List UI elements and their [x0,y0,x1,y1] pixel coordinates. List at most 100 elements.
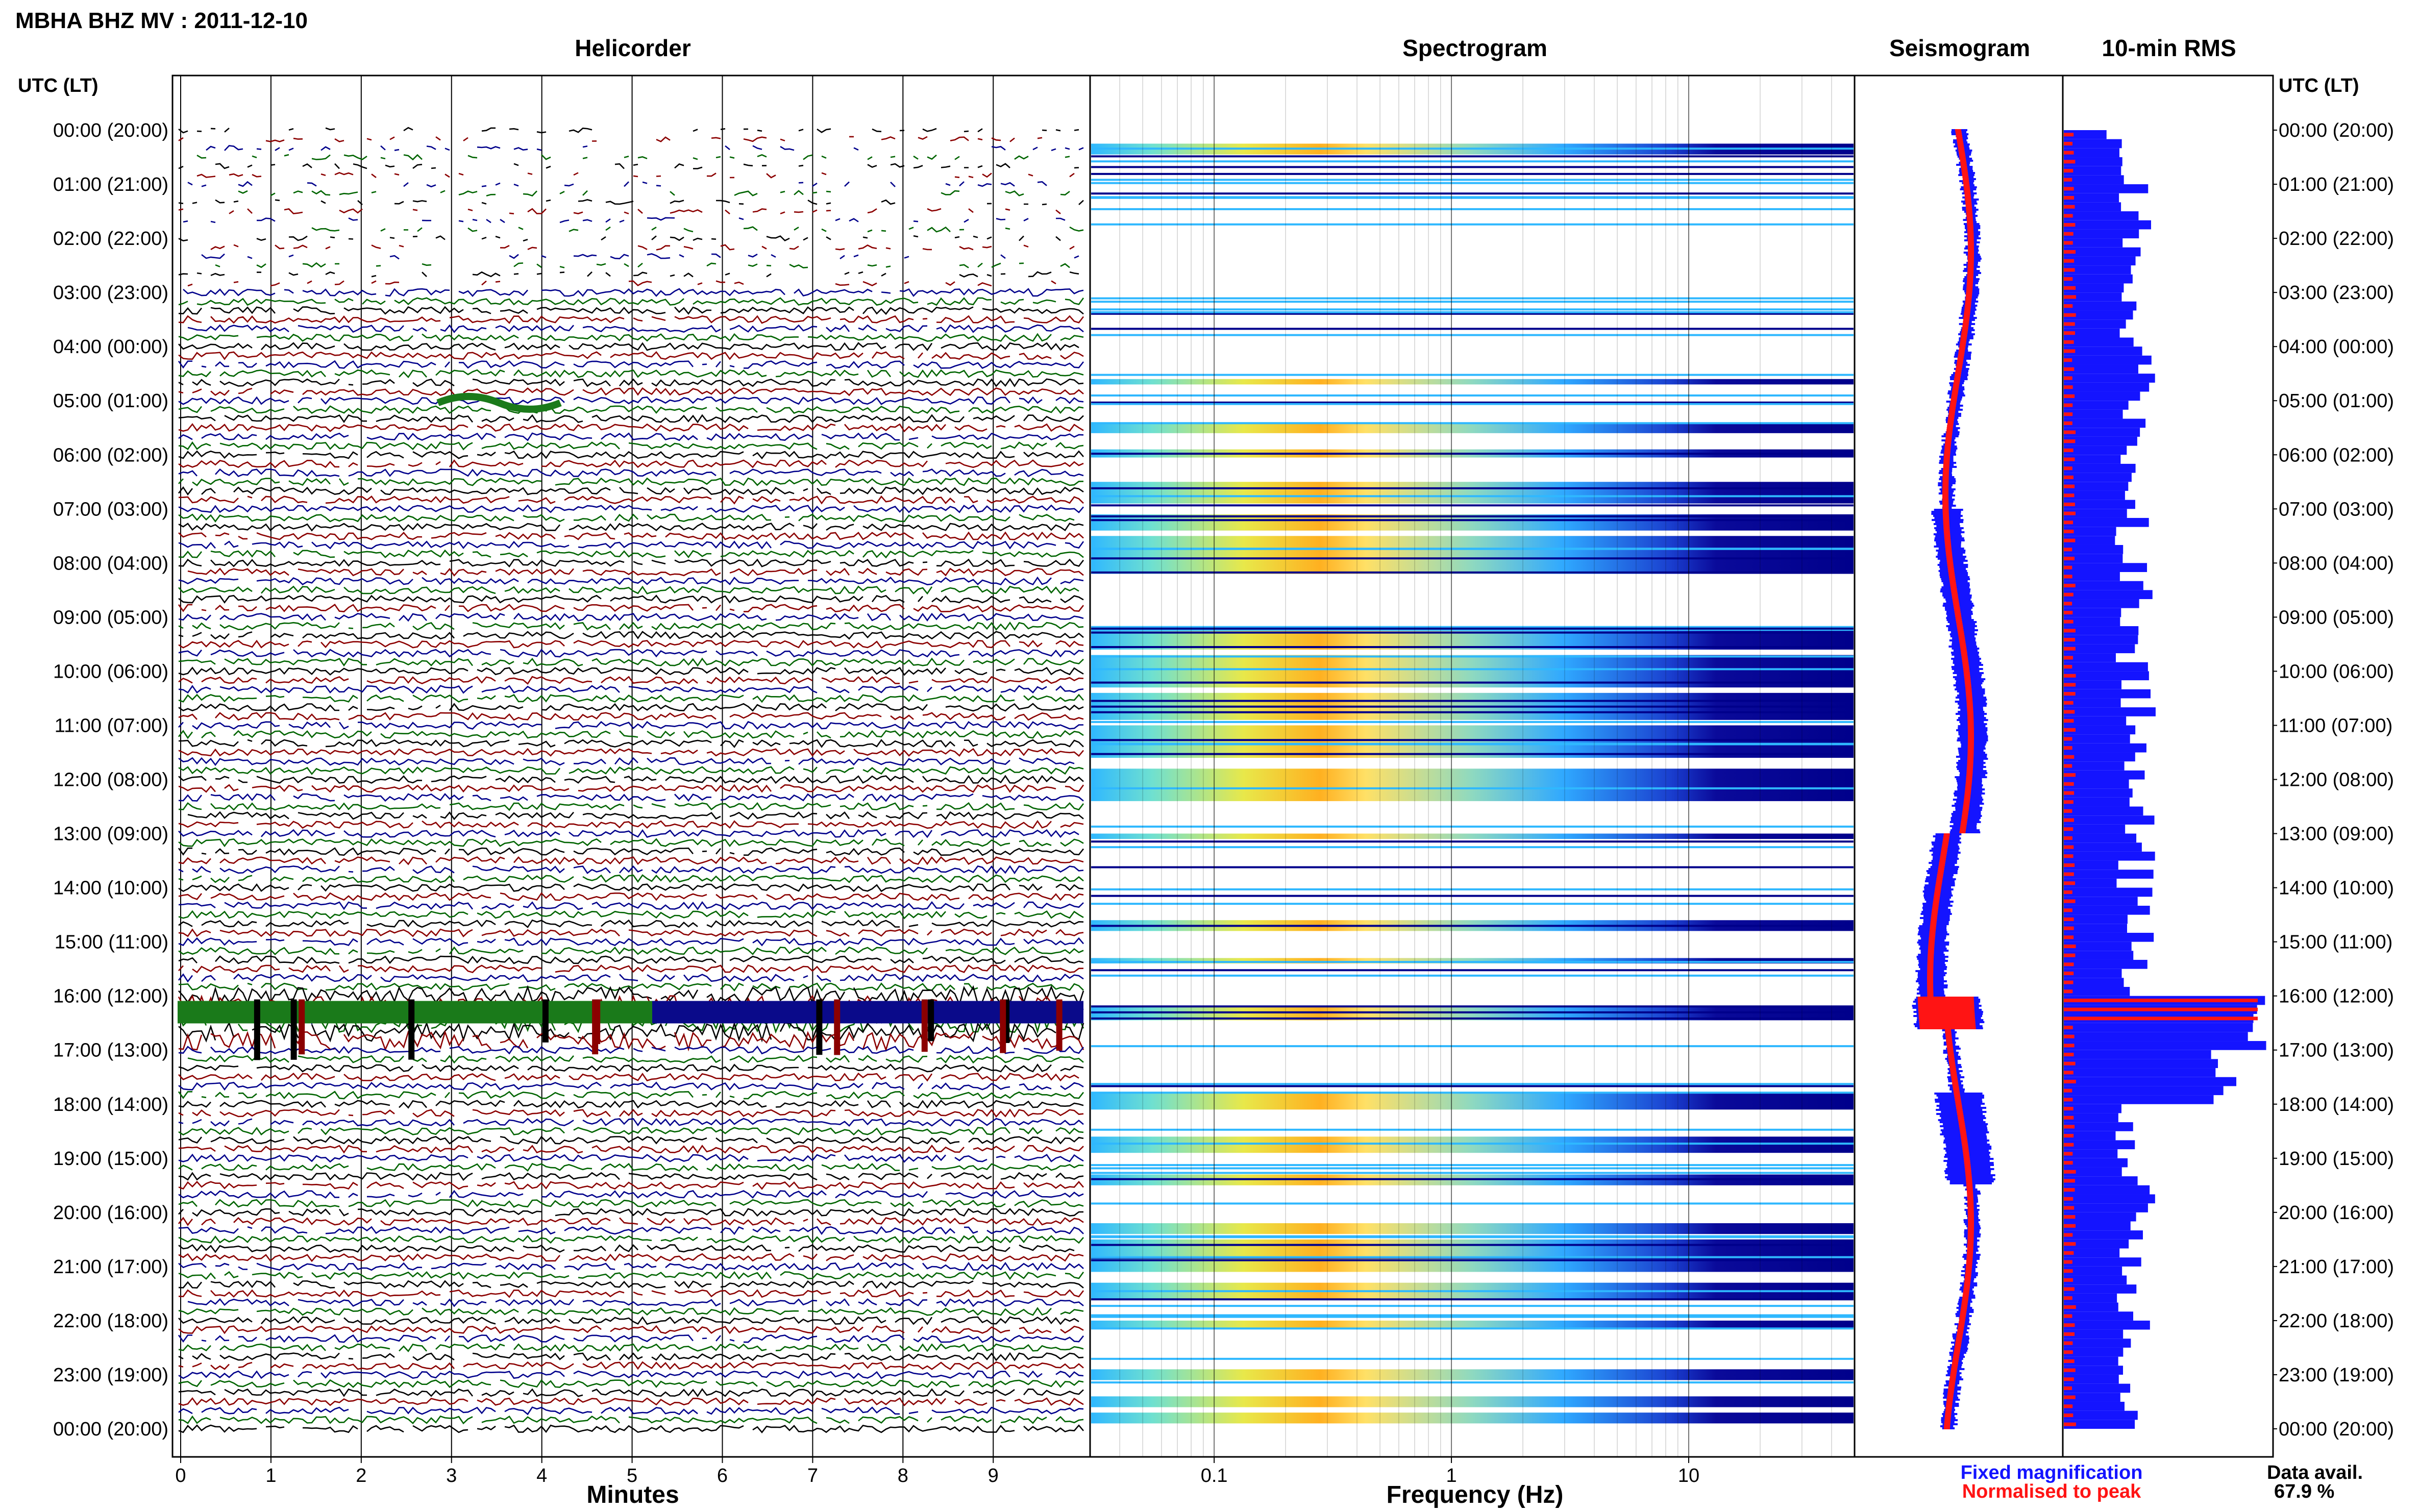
rms-title: 10-min RMS [2102,35,2236,61]
rms-bar-fixed [2064,1212,2136,1222]
helicorder-trace-line [178,892,1084,901]
rms-bar-fixed [2064,1131,2116,1141]
helicorder-trace-line [178,333,1084,342]
hour-label-right: 22:00 (18:00) [2279,1310,2394,1332]
rms-bar-fixed [2064,247,2141,257]
rms-bar-fixed [2064,1140,2135,1150]
rms-bar-normalised [2064,674,2076,678]
helicorder-trace-line [179,514,1083,522]
rms-bar-normalised [2064,421,2072,425]
rms-bar-normalised [2064,1088,2072,1093]
rms-bar-normalised [2064,168,2074,173]
rms-bar-fixed [2064,878,2117,888]
rms-bar-fixed [2064,292,2122,302]
rms-bar-normalised [2064,232,2074,236]
rms-bar-normalised [2064,241,2073,245]
helicorder-trace-line [178,1127,1084,1136]
rms-bar-fixed [2064,274,2133,284]
rms-bar-normalised [2064,187,2074,191]
rms-bar-normalised [2064,908,2072,912]
rms-bar-fixed [2064,346,2142,356]
rms-bar-fixed [2064,1374,2119,1384]
rms-bar-normalised [2064,1251,2074,1255]
rms-bar-normalised [2064,1134,2074,1138]
rms-bar-normalised [2064,160,2076,164]
helicorder-trace-line [311,226,1084,233]
hour-label-left: 13:00 (09:00) [53,824,168,845]
rms-bar-fixed [2064,644,2135,654]
helicorder-trace-line [178,676,1084,685]
helicorder-trace-line [178,387,1084,396]
rms-bar-normalised [2064,430,2076,434]
rms-bar-fixed [2064,1158,2128,1168]
rms-bar-fixed [2064,572,2120,581]
rms-bar-fixed [2064,969,2122,978]
event-spike [1000,999,1006,1053]
helicorder-trace-line [178,1217,1084,1226]
helicorder-trace-line [178,1030,1084,1052]
helicorder-trace-line [178,504,1084,513]
hour-label-left: 18:00 (14:00) [53,1094,168,1116]
rms-bar-fixed [2064,662,2148,672]
rms-bar-fixed [2064,1032,2248,1042]
hour-label-left: 17:00 (13:00) [53,1040,168,1061]
rms-bar-normalised [2064,953,2076,957]
rms-bar-normalised [2064,385,2073,389]
rms-bar-normalised [2064,214,2073,218]
rms-bar-fixed [2064,815,2155,825]
rms-bar-fixed [2064,509,2127,518]
helicorder-trace-line [179,758,1083,765]
rms-bar-fixed [2064,806,2143,816]
rms-bar-fixed [2064,500,2135,509]
spectrogram-row [1091,1412,1854,1424]
helicorder-trace-line [178,585,1079,595]
rms-bars [2064,130,2266,1429]
helicorder-trace-line [178,495,1084,505]
event-spike [299,999,305,1055]
helicorder-trace-line [178,883,1084,893]
rms-bar-fixed [2064,1176,2138,1185]
rms-bar-fixed [2064,1284,2137,1294]
helicorder-trace-line [178,1325,1084,1334]
rms-bar-fixed [2064,202,2121,212]
hour-label-left: 19:00 (15:00) [53,1148,168,1170]
seismogram-fixed-trace [1912,129,1995,1429]
rms-bar-normalised [2064,1296,2072,1300]
helicorder-trace-line [187,1298,1084,1307]
helicorder-trace-line [178,1118,1084,1127]
hour-label-right: 20:00 (16:00) [2279,1202,2394,1224]
rms-bar-fixed [2064,870,2154,879]
rms-bar-normalised [2064,295,2076,299]
figure-title: MBHA BHZ MV : 2011-12-10 [15,8,308,33]
helicorder-trace-line [178,739,1084,748]
rms-bar-fixed [2064,1401,2125,1411]
helicorder-trace-line [178,1343,1084,1352]
helicorder-trace-line [178,603,1084,613]
hour-label-right: 15:00 (11:00) [2279,932,2392,953]
event-spike [1056,999,1063,1051]
rms-bar-normalised [2064,692,2076,696]
rms-bar-normalised [2064,133,2074,137]
hour-label-left: 23:00 (19:00) [53,1365,168,1386]
helicorder-trace-line [178,1108,1084,1118]
hour-label-right: 23:00 (19:00) [2279,1365,2394,1386]
rms-bar-fixed [2064,951,2134,960]
spectrogram-row [1091,379,1854,385]
hour-label-right: 16:00 (12:00) [2279,986,2394,1007]
rms-bar-normalised [2064,881,2076,885]
helicorder-trace-line [187,811,1084,821]
rms-bar-normalised [2064,484,2075,488]
helicorder-trace-line [178,802,1084,811]
helicorder-trace-line [178,369,1084,379]
rms-bar-fixed [2064,986,2130,996]
helicorder-trace-line [178,1208,1084,1217]
rms-bar-fixed [2064,1095,2214,1104]
helicorder-trace-line [178,865,1084,875]
rms-bar-normalised [2064,376,2072,380]
spectrogram-row [1091,1396,1854,1407]
spectrogram-row [1091,536,1854,574]
helicorder-trace-line [210,244,1075,251]
rms-bar-normalised [2064,511,2076,515]
helicorder-trace-line [178,306,1084,315]
rms-bar-normalised [2064,899,2076,903]
